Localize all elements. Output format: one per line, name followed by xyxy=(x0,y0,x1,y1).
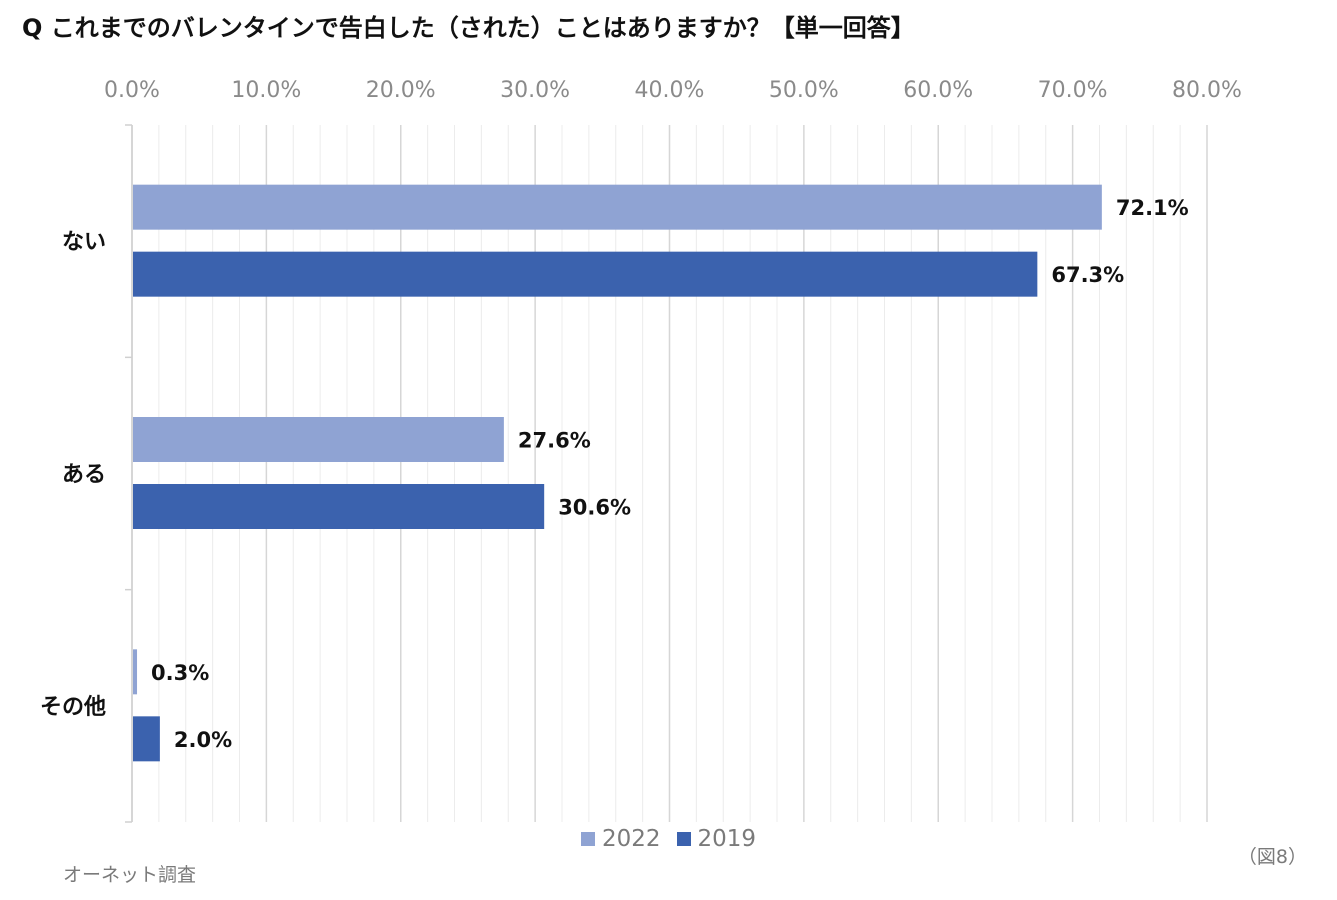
bar-2019 xyxy=(133,251,1038,297)
bar-2022 xyxy=(133,184,1102,230)
x-tick-label: 80.0% xyxy=(1172,78,1242,103)
category-label: ない xyxy=(62,230,106,255)
x-tick-label: 70.0% xyxy=(1038,78,1108,103)
category-label: ある xyxy=(62,463,106,488)
legend-label-2022: 2022 xyxy=(601,826,661,852)
legend-label-2019: 2019 xyxy=(697,826,757,852)
bar-2022 xyxy=(133,417,504,462)
bar-2019 xyxy=(133,484,545,529)
x-tick-label: 60.0% xyxy=(903,78,973,103)
chart-title: Q これまでのバレンタインで告白した（された）ことはありますか？【単一回答】 xyxy=(22,14,915,42)
x-tick-label: 20.0% xyxy=(366,78,436,103)
x-tick-label: 40.0% xyxy=(635,78,705,103)
legend-item-2022: 2022 xyxy=(580,826,661,852)
data-label-2022: 0.3% xyxy=(151,661,209,685)
legend-item-2019: 2019 xyxy=(676,826,757,852)
x-tick-label: 0.0% xyxy=(104,78,160,103)
category-label: その他 xyxy=(40,695,106,720)
chart-legend: 2022 2019 xyxy=(0,826,1337,852)
legend-swatch-2022 xyxy=(580,832,595,846)
source-note: オーネット調査 xyxy=(63,864,197,886)
bar-2022 xyxy=(133,649,138,695)
data-label-2022: 27.6% xyxy=(518,429,591,453)
legend-swatch-2019 xyxy=(676,832,691,846)
data-label-2022: 72.1% xyxy=(1116,196,1189,220)
data-label-2019: 2.0% xyxy=(174,728,232,752)
x-tick-label: 30.0% xyxy=(500,78,570,103)
x-tick-label: 50.0% xyxy=(769,78,839,103)
data-label-2019: 67.3% xyxy=(1051,263,1124,287)
data-label-2019: 30.6% xyxy=(558,496,631,520)
x-tick-label: 10.0% xyxy=(231,78,301,103)
bar-2019 xyxy=(133,716,160,762)
figure-number: （図8） xyxy=(1237,846,1307,868)
